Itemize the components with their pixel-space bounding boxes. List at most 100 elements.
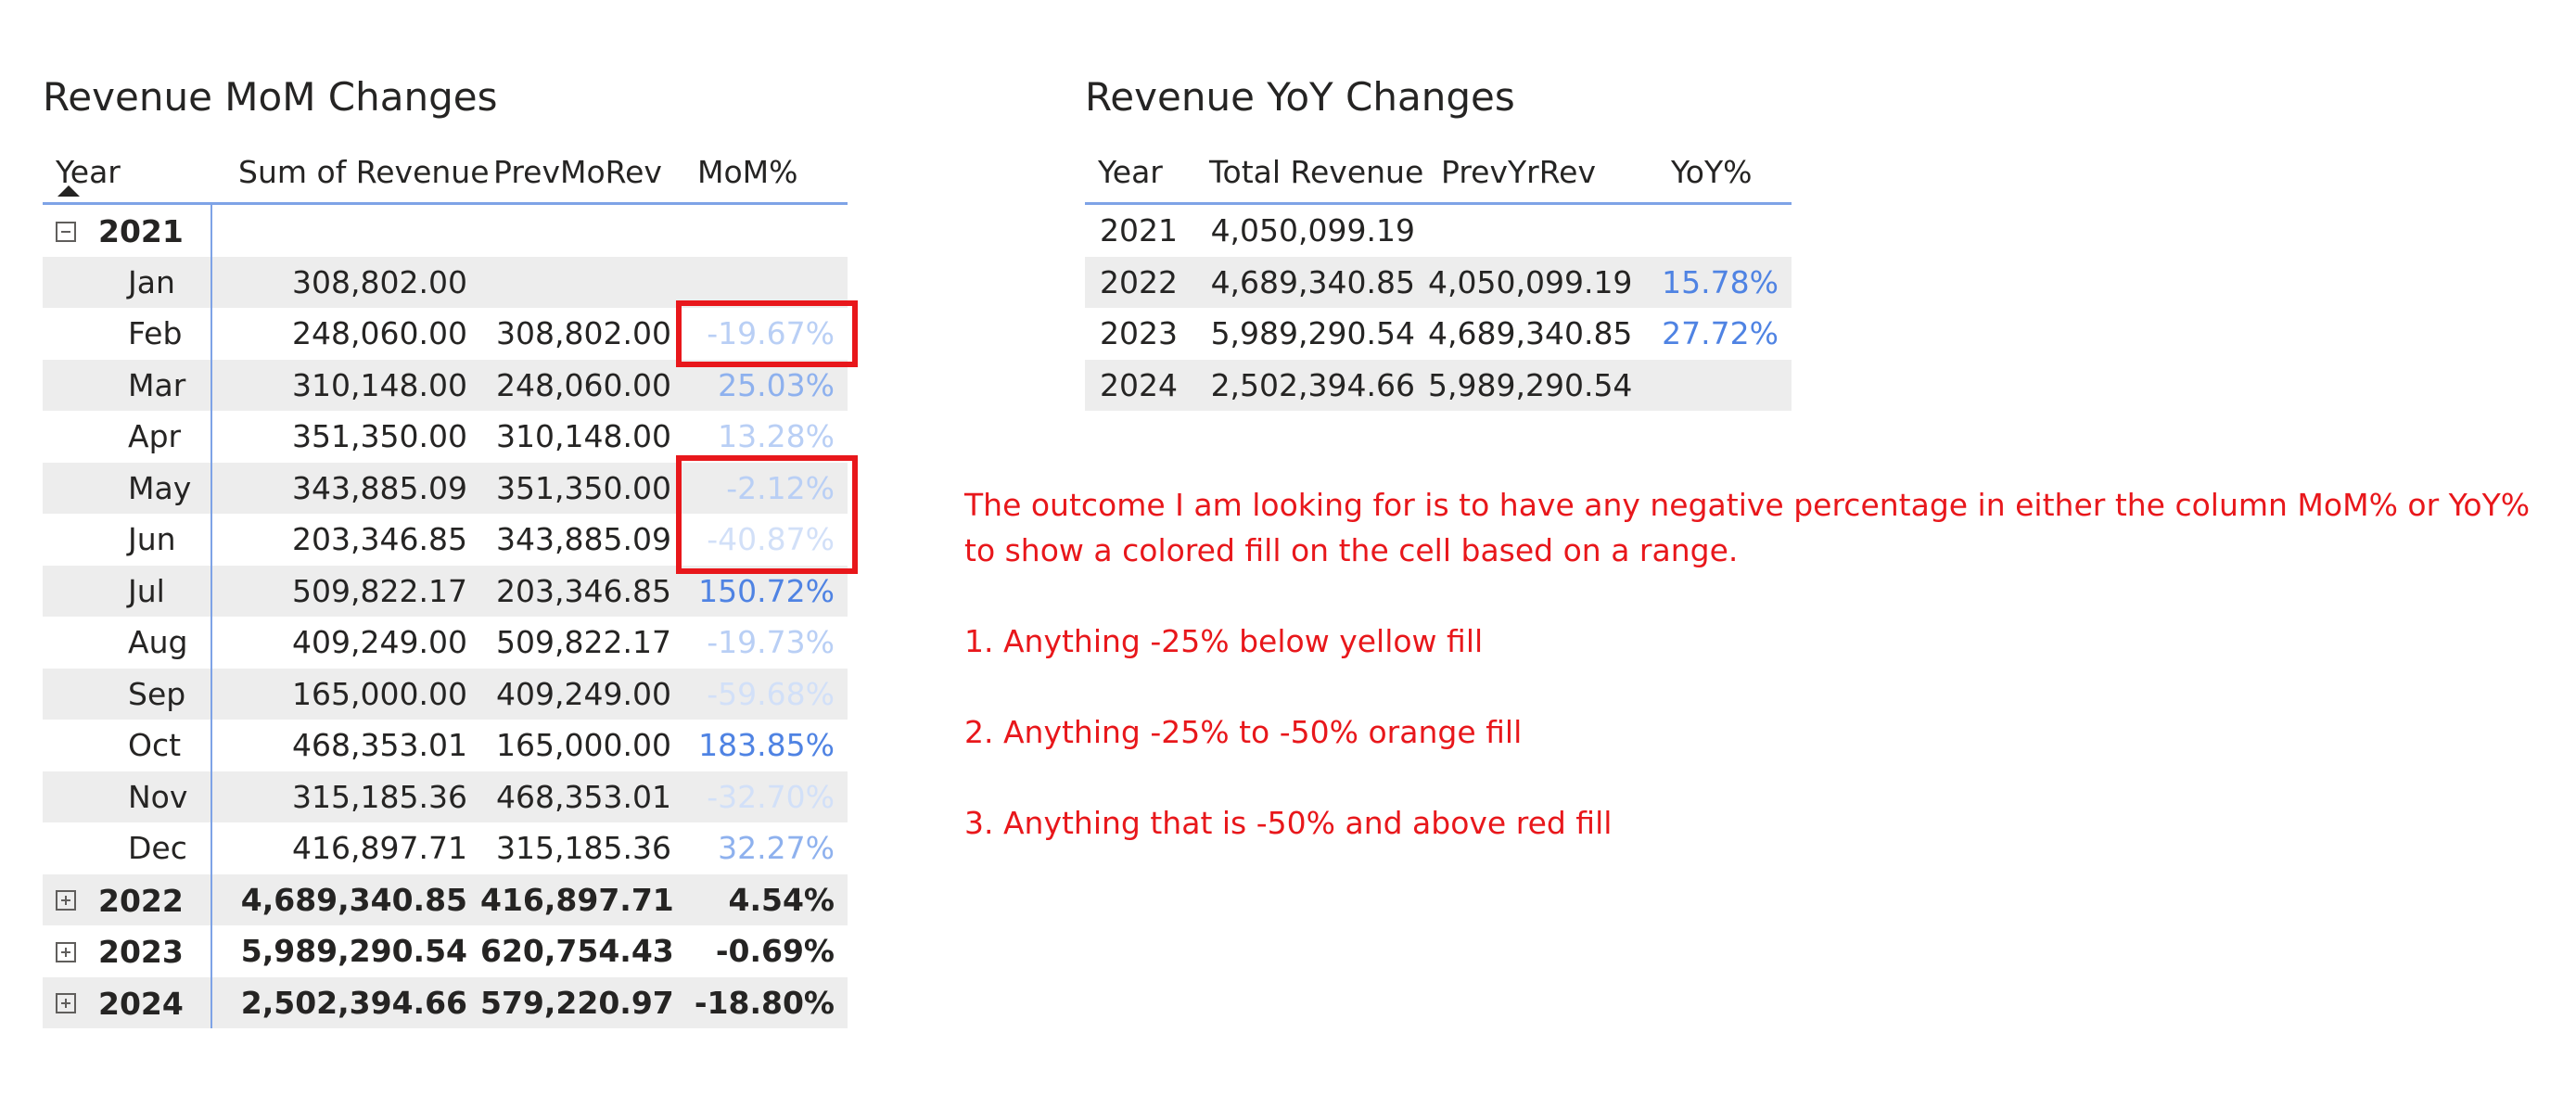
yoy-revenue-cell: 4,689,340.85 (1196, 256, 1428, 308)
month-label: Oct (128, 727, 182, 764)
month-label: Sep (128, 675, 186, 712)
revenue-cell: 343,885.09 (211, 462, 480, 514)
revenue-cell: 409,249.00 (292, 624, 467, 661)
yoy-prev-revenue-cell: 5,989,290.54 (1428, 359, 1643, 411)
month-row: Jan 308,802.00 (43, 256, 848, 308)
year-cell: 2023 (43, 925, 212, 977)
revenue-cell: 468,353.01 (292, 727, 467, 764)
yoy-row: 2024 2,502,394.66 5,989,290.54 (1085, 359, 1792, 411)
year-row: 2023 5,989,290.54 620,754.43 -0.69% (43, 925, 848, 977)
month-label-cell: Jan (43, 256, 212, 308)
note-intro: The outcome I am looking for is to have … (964, 487, 2531, 568)
prev-revenue-cell: 248,060.00 (480, 359, 684, 411)
col-header-mom-pct[interactable]: MoM% (684, 141, 848, 205)
prev-revenue-cell: 165,000.00 (496, 727, 671, 764)
yoy-year-cell: 2021 (1100, 212, 1178, 249)
yoy-prev-revenue-cell: 4,050,099.19 (1428, 256, 1643, 308)
revenue-cell: 5,989,290.54 (240, 933, 467, 970)
sort-ascending-icon[interactable] (57, 185, 80, 197)
month-label-cell: Dec (43, 822, 212, 874)
prev-revenue-cell: 343,885.09 (496, 521, 671, 558)
month-row: May 343,885.09 351,350.00 -2.12% (43, 462, 848, 514)
month-label: Feb (128, 315, 183, 352)
yoy-prev-revenue-cell (1428, 204, 1643, 257)
month-label-cell: Sep (43, 668, 212, 720)
revenue-cell: 203,346.85 (292, 521, 467, 558)
year-label: 2021 (98, 213, 184, 250)
month-label-cell: Mar (43, 359, 212, 411)
month-label-cell: Apr (43, 411, 212, 463)
mom-pct-cell: -32.70% (684, 771, 848, 822)
month-label: Jul (128, 572, 165, 609)
mom-pct-cell: 13.28% (718, 418, 835, 455)
yoy-matrix: Year Total Revenue PrevYrRev YoY% 2021 4,… (1085, 141, 1792, 411)
revenue-cell: 351,350.00 (292, 418, 467, 455)
year-label: 2022 (98, 882, 184, 919)
mom-matrix: Year Sum of Revenue PrevMoRev MoM% 2021 … (43, 141, 848, 1028)
revenue-cell: 308,802.00 (211, 256, 480, 308)
yoy-col-header-total-revenue[interactable]: Total Revenue (1196, 141, 1428, 205)
yoy-visual: Revenue YoY Changes Year Total Revenue P… (1085, 72, 1799, 425)
col-header-prevmorev[interactable]: PrevMoRev (480, 141, 684, 205)
yoy-revenue-cell: 5,989,290.54 (1210, 315, 1415, 352)
year-row-2021: 2021 (43, 203, 848, 257)
month-label: Apr (128, 418, 182, 455)
mom-pct-cell: -19.67% (707, 315, 835, 352)
revenue-cell: 2,502,394.66 (211, 976, 480, 1028)
yoy-col-header-year[interactable]: Year (1085, 141, 1196, 205)
month-row: Nov 315,185.36 468,353.01 -32.70% (43, 771, 848, 822)
mom-pct-cell: -59.68% (684, 668, 848, 720)
yoy-revenue-cell: 2,502,394.66 (1196, 359, 1428, 411)
expand-plus-icon[interactable] (56, 890, 76, 911)
month-row: Apr 351,350.00 310,148.00 13.28% (43, 411, 848, 463)
prev-revenue-cell: 203,346.85 (480, 565, 684, 617)
prev-revenue-cell: 579,220.97 (480, 976, 684, 1028)
month-label: May (128, 469, 192, 506)
prev-revenue-cell: 351,350.00 (480, 462, 684, 514)
month-label: Mar (128, 366, 186, 403)
collapse-minus-icon[interactable] (56, 221, 76, 242)
prev-revenue-cell: 315,185.36 (496, 830, 671, 867)
mom-pct-cell: -18.80% (684, 976, 848, 1028)
note-rule-3: 3. Anything that is -50% and above red f… (964, 805, 1613, 841)
revenue-cell: 4,689,340.85 (211, 873, 480, 925)
revenue-cell: 509,822.17 (211, 565, 480, 617)
year-label: 2023 (98, 934, 184, 971)
year-label: 2024 (98, 985, 184, 1022)
mom-pct-cell: 183.85% (698, 727, 835, 764)
yoy-col-header-prevyrrev[interactable]: PrevYrRev (1428, 141, 1643, 205)
col-header-year[interactable]: Year (43, 141, 211, 205)
month-label-cell: Nov (43, 771, 212, 822)
yoy-year-cell: 2024 (1085, 359, 1196, 411)
month-row: Sep 165,000.00 409,249.00 -59.68% (43, 668, 848, 720)
note-rule-2: 2. Anything -25% to -50% orange fill (964, 714, 1523, 750)
month-row: Aug 409,249.00 509,822.17 -19.73% (43, 617, 848, 669)
month-label: Jun (128, 521, 176, 558)
yoy-year-cell: 2023 (1100, 315, 1178, 352)
mom-pct-cell: 4.54% (684, 873, 848, 925)
yoy-revenue-cell: 4,050,099.19 (1210, 212, 1415, 249)
month-row: Mar 310,148.00 248,060.00 25.03% (43, 359, 848, 411)
expand-plus-icon[interactable] (56, 993, 76, 1014)
month-label-cell: Oct (43, 720, 212, 771)
note-rule-1: 1. Anything -25% below yellow fill (964, 623, 1484, 659)
yoy-row: 2022 4,689,340.85 4,050,099.19 15.78% (1085, 256, 1792, 308)
prev-revenue-cell: 620,754.43 (480, 933, 674, 970)
month-label-cell: Aug (43, 617, 212, 669)
month-label-cell: May (43, 462, 212, 514)
prev-revenue-cell: 310,148.00 (496, 418, 671, 455)
col-header-sum-of-revenue[interactable]: Sum of Revenue (211, 141, 490, 205)
mom-table-title: Revenue MoM Changes (43, 74, 498, 120)
mom-pct-cell: -19.73% (707, 624, 835, 661)
prev-revenue-cell: 509,822.17 (496, 624, 671, 661)
expand-plus-icon[interactable] (56, 941, 76, 962)
month-row: Dec 416,897.71 315,185.36 32.27% (43, 822, 848, 874)
year-row: 2024 2,502,394.66 579,220.97 -18.80% (43, 976, 848, 1028)
prev-revenue-cell (480, 256, 684, 308)
col-header-year-label: Year (56, 153, 121, 190)
yoy-pct-cell (1643, 359, 1792, 411)
mom-header-row: Year Sum of Revenue PrevMoRev MoM% (43, 141, 848, 205)
yoy-col-header-yoy-pct[interactable]: YoY% (1643, 141, 1792, 205)
mom-pct-cell: 25.03% (684, 359, 848, 411)
month-label: Dec (128, 830, 187, 867)
